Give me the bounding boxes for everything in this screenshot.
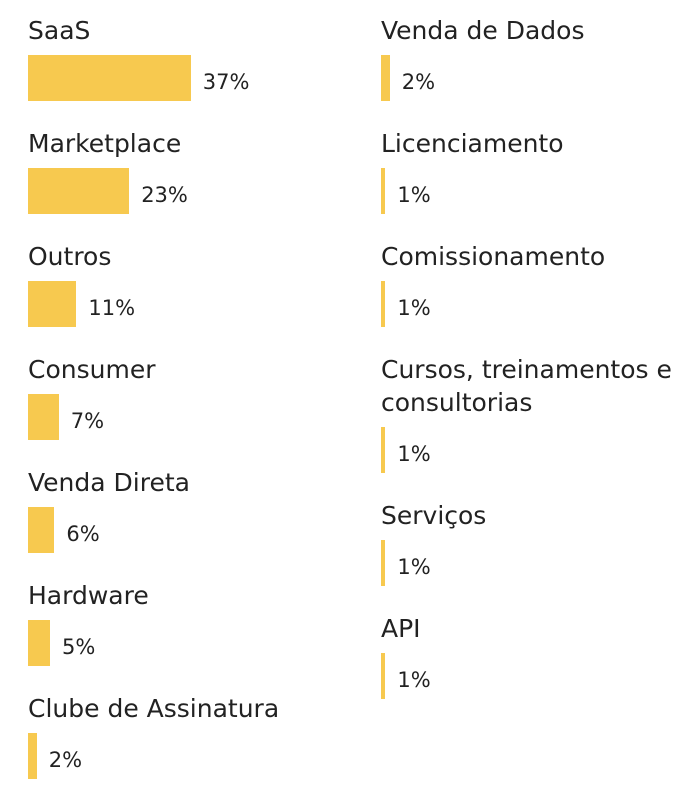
bar-item: Clube de Assinatura 2% <box>28 692 358 779</box>
bar <box>28 281 77 327</box>
category-label: Marketplace <box>28 129 182 158</box>
bar <box>28 394 59 440</box>
bar-item: Consumer 7% <box>28 353 358 440</box>
value-label: 5% <box>62 635 96 659</box>
bar-row: 5% <box>28 620 358 666</box>
value-label: 1% <box>397 296 431 320</box>
value-label: 37% <box>202 70 250 94</box>
category-label: Cursos, treinamentos e consultorias <box>381 355 672 417</box>
value-label: 11% <box>88 296 136 320</box>
bar-item: Comissionamento 1% <box>381 240 686 327</box>
bar-row: 1% <box>381 540 686 586</box>
value-label: 7% <box>70 409 105 433</box>
bar-row: 7% <box>28 394 358 440</box>
category-label: Venda Direta <box>28 468 190 497</box>
column: SaaS 37% Marketplace 23% Outros 11% Consumer 7%… <box>28 14 358 805</box>
bar <box>28 620 50 666</box>
bar <box>28 733 37 779</box>
bar-item: Licenciamento 1% <box>381 127 686 214</box>
value-label: 6% <box>66 522 100 546</box>
category-label: Consumer <box>28 355 156 384</box>
bar-item: API 1% <box>381 612 686 699</box>
category-label: Serviços <box>381 501 487 530</box>
bar <box>28 507 55 553</box>
bar-item: Marketplace 23% <box>28 127 358 214</box>
bar <box>28 168 130 214</box>
bar-row: 23% <box>28 168 358 214</box>
bar-item: Serviços 1% <box>381 499 686 586</box>
category-label: Hardware <box>28 581 149 610</box>
value-label: 1% <box>397 668 431 692</box>
column: Venda de Dados 2% Licenciamento 1% Comission… <box>381 14 686 725</box>
value-label: 2% <box>48 748 83 772</box>
value-label: 2% <box>401 70 436 94</box>
bar-row: 2% <box>381 55 686 101</box>
bar-item: Outros 11% <box>28 240 358 327</box>
bar-row: 1% <box>381 427 686 473</box>
value-label: 1% <box>397 183 431 207</box>
bar-row: 11% <box>28 281 358 327</box>
bar-item: Cursos, treinamentos e consultorias 1% <box>381 353 686 473</box>
bar-row: 1% <box>381 653 686 699</box>
bar-item: Hardware 5% <box>28 579 358 666</box>
bar <box>381 281 386 327</box>
bar-row: 1% <box>381 281 686 327</box>
category-label: SaaS <box>28 16 91 45</box>
bar <box>381 168 386 214</box>
bar <box>381 540 386 586</box>
bar-item: Venda Direta 6% <box>28 466 358 553</box>
category-label: Comissionamento <box>381 242 606 271</box>
bar <box>381 653 386 699</box>
category-label: API <box>381 614 421 643</box>
bar-row: 6% <box>28 507 358 553</box>
bar <box>381 427 386 473</box>
value-label: 1% <box>397 555 431 579</box>
category-label: Outros <box>28 242 112 271</box>
bar-row: 1% <box>381 168 686 214</box>
value-label: 1% <box>397 442 431 466</box>
bar <box>381 55 390 101</box>
category-label: Clube de Assinatura <box>28 694 280 723</box>
bar-row: 2% <box>28 733 358 779</box>
bar-row: 37% <box>28 55 358 101</box>
bar <box>28 55 191 101</box>
bar-item: Venda de Dados 2% <box>381 14 686 101</box>
category-label: Licenciamento <box>381 129 564 158</box>
bar-item: SaaS 37% <box>28 14 358 101</box>
category-label: Venda de Dados <box>381 16 585 45</box>
value-label: 23% <box>141 183 188 207</box>
